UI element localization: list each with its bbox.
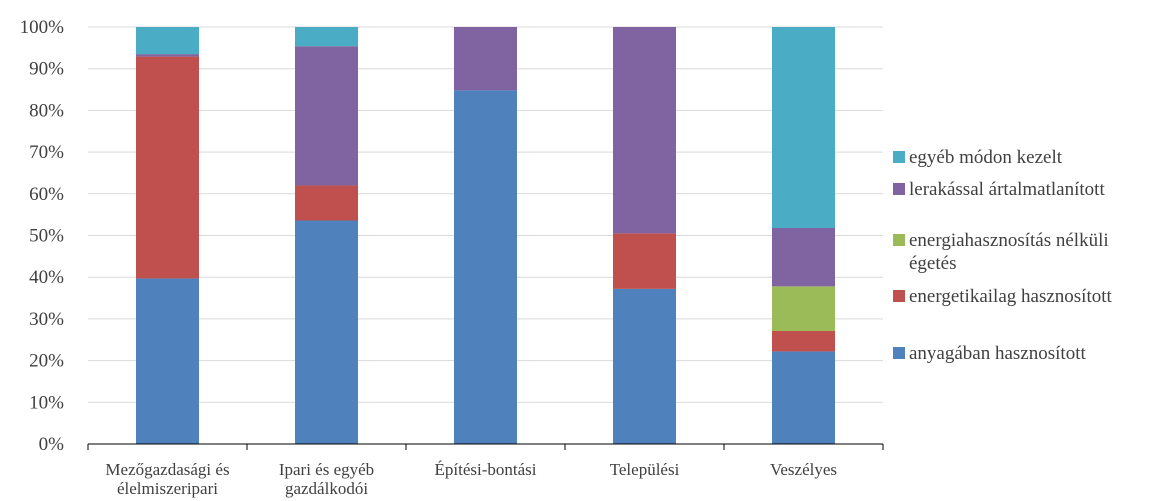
y-tick-label: 50% [29,226,64,247]
axes [87,443,884,450]
legend: egyéb módon kezelt lerakással ártalmatlan… [893,147,1113,364]
bar-segment [772,351,835,444]
x-tick-label: Építési-bontási [435,460,537,479]
bar-segment [772,27,835,228]
legend-swatch [893,151,905,163]
y-tick-label: 70% [29,142,64,163]
x-tick-label: élelmiszeripari [117,479,218,498]
legend-label: energetikailag hasznosított [909,286,1113,307]
y-tick-label: 60% [29,184,64,205]
legend-label: anyagában hasznosított [909,343,1086,364]
y-tick-label: 100% [20,17,65,38]
y-tick-label: 80% [29,100,64,121]
y-tick-label: 40% [29,267,64,288]
legend-swatch [893,234,905,246]
bar-segment [136,27,199,55]
x-tick-label: Mezőgazdasági és [105,460,229,479]
y-tick-labels: 0% 10% 20% 30% 40% 50% 60% 70% 80% 90% 100% [20,17,65,455]
bar-segment [772,227,835,287]
bar-segment [295,185,358,221]
x-tick-label: gazdálkodói [285,479,368,498]
bar-segment [772,286,835,331]
bar-segment [136,54,199,57]
bar-segment [613,27,676,234]
legend-label: lerakással ártalmatlanított [909,179,1105,200]
bar-segment [136,278,199,444]
x-tick-label: Ipari és egyéb [279,460,374,479]
legend-label: energiahasznosítás nélküli [909,230,1109,251]
bar-segment [295,27,358,47]
y-tick-label: 90% [29,59,64,80]
y-tick-label: 20% [29,351,64,372]
bars [136,27,835,444]
legend-label: égetés [909,253,956,274]
bar-segment [295,46,358,186]
bar-segment [613,288,676,444]
legend-swatch [893,347,905,359]
legend-swatch [893,290,905,302]
y-tick-label: 30% [29,309,64,330]
legend-swatch [893,183,905,195]
x-tick-label: Települési [610,460,680,479]
bar-segment [613,233,676,289]
bar-segment [136,56,199,279]
bar-segment [772,330,835,352]
y-tick-label: 0% [39,434,65,455]
bar-segment [454,27,517,91]
x-tick-label: Veszélyes [770,460,837,479]
y-tick-label: 10% [29,392,64,413]
bar-segment [295,220,358,444]
legend-label: egyéb módon kezelt [909,147,1063,168]
bar-segment [454,90,517,444]
